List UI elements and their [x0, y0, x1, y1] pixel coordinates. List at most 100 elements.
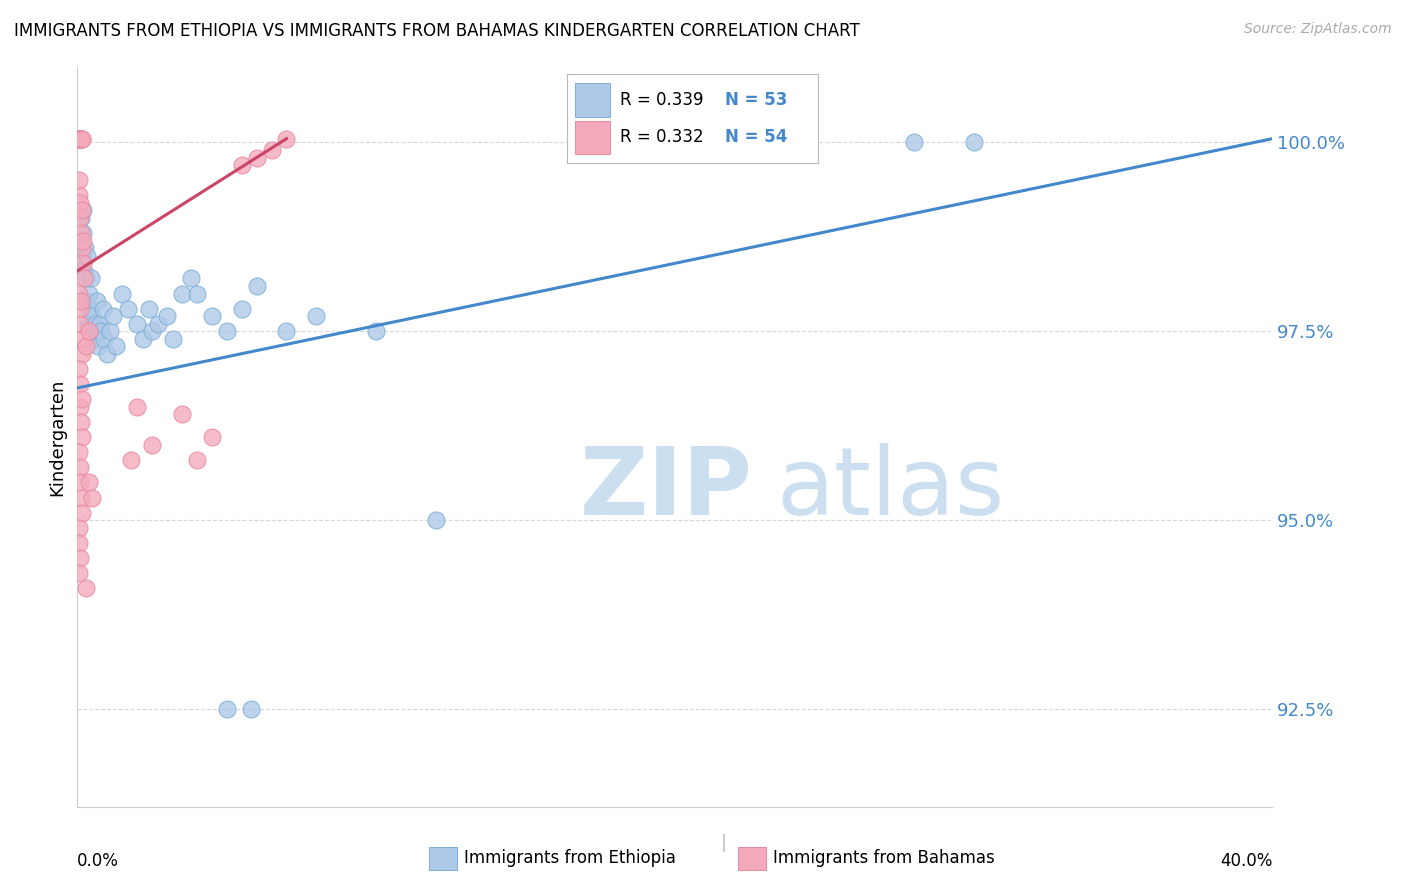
Point: [84, 317, 107, 331]
Point: [69, 301, 91, 316]
Point: [239, 702, 262, 716]
Point: [73, 271, 96, 285]
Point: [70, 430, 93, 444]
Point: [77, 286, 100, 301]
Point: [138, 301, 160, 316]
Text: |: |: [721, 834, 727, 852]
Point: [69, 131, 91, 145]
Point: [76, 249, 98, 263]
Point: [79, 301, 101, 316]
Point: [162, 332, 184, 346]
Text: atlas: atlas: [776, 443, 1005, 535]
Point: [70, 226, 93, 240]
Point: [75, 339, 97, 353]
Point: [67, 131, 90, 145]
Point: [69, 211, 91, 225]
Point: [67, 131, 90, 145]
Point: [120, 452, 142, 467]
Point: [69, 551, 91, 566]
Point: [72, 203, 94, 218]
Point: [215, 324, 238, 338]
Point: [186, 452, 208, 467]
Point: [93, 332, 115, 346]
Point: [70, 294, 93, 309]
Point: [231, 301, 253, 316]
Point: [75, 581, 97, 595]
Point: [67, 203, 90, 218]
Text: Immigrants from Bahamas: Immigrants from Bahamas: [773, 849, 995, 867]
Point: [246, 151, 269, 165]
Text: 0.0%: 0.0%: [77, 852, 120, 870]
Point: [69, 256, 91, 270]
Point: [67, 445, 90, 459]
Point: [76, 317, 98, 331]
Point: [425, 513, 447, 527]
Text: ZIP: ZIP: [579, 443, 752, 535]
Point: [79, 324, 101, 338]
Point: [70, 211, 93, 225]
Point: [73, 241, 96, 255]
Point: [89, 317, 111, 331]
Point: [70, 506, 93, 520]
Point: [70, 241, 93, 255]
Point: [96, 347, 118, 361]
Point: [69, 377, 91, 392]
Point: [70, 131, 93, 145]
Point: [156, 309, 179, 323]
Point: [67, 362, 90, 376]
Point: [70, 392, 93, 407]
Point: [260, 143, 283, 157]
Point: [366, 324, 388, 338]
Point: [69, 475, 91, 490]
Point: [127, 317, 149, 331]
Point: [70, 491, 93, 505]
Point: [186, 286, 208, 301]
Point: [105, 339, 128, 353]
Point: [170, 286, 193, 301]
Point: [69, 460, 91, 475]
Point: [141, 324, 163, 338]
Point: [70, 332, 93, 346]
Point: [80, 271, 103, 285]
Point: [67, 286, 90, 301]
Point: [903, 136, 925, 150]
Point: [82, 309, 104, 323]
Point: [963, 136, 986, 150]
Point: [276, 324, 298, 338]
Point: [70, 203, 93, 218]
Point: [69, 195, 91, 210]
Point: [69, 317, 91, 331]
Point: [66, 131, 89, 145]
Point: [180, 271, 202, 285]
Point: [79, 324, 101, 338]
Point: [67, 188, 90, 202]
Point: [82, 491, 104, 505]
Point: [305, 309, 328, 323]
Point: [90, 324, 112, 338]
Point: [75, 294, 97, 309]
Point: [72, 234, 94, 248]
Text: Immigrants from Ethiopia: Immigrants from Ethiopia: [464, 849, 676, 867]
Y-axis label: Kindergarten: Kindergarten: [48, 378, 66, 496]
Point: [215, 702, 238, 716]
Point: [127, 400, 149, 414]
Point: [72, 226, 94, 240]
Point: [201, 430, 224, 444]
Point: [246, 279, 269, 293]
Point: [69, 131, 91, 145]
Point: [70, 415, 93, 429]
Point: [201, 309, 224, 323]
Point: [70, 347, 93, 361]
Point: [91, 301, 114, 316]
Point: [86, 294, 108, 309]
Point: [67, 536, 90, 550]
Point: [141, 437, 163, 451]
Text: 40.0%: 40.0%: [1220, 852, 1272, 870]
Text: Source: ZipAtlas.com: Source: ZipAtlas.com: [1244, 22, 1392, 37]
Point: [132, 332, 155, 346]
Point: [67, 566, 90, 580]
Point: [83, 332, 105, 346]
Point: [69, 400, 91, 414]
Point: [70, 249, 93, 263]
Point: [98, 324, 121, 338]
